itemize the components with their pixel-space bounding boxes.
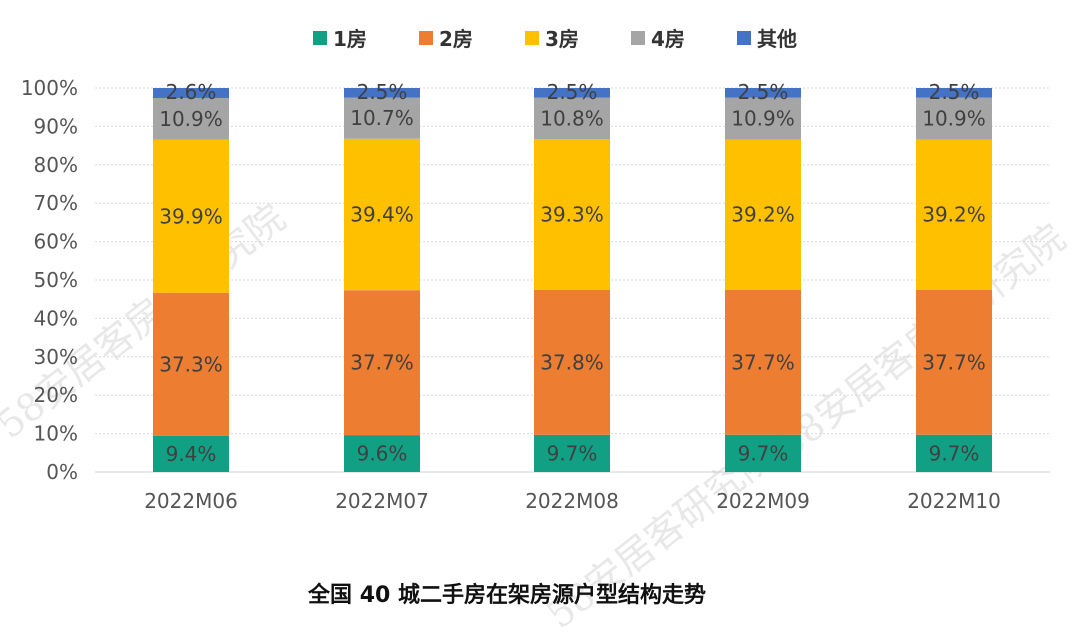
y-axis: 0% 10% 20% 30% 40% 50% 60% 70% 80% 90% 100% — [21, 76, 78, 484]
legend-swatch — [525, 31, 539, 45]
data-label: 39.9% — [159, 204, 223, 228]
data-label: 9.6% — [357, 442, 408, 466]
data-label: 37.7% — [731, 350, 795, 374]
bar-segment — [916, 97, 992, 140]
data-label: 37.7% — [922, 350, 986, 374]
bar-segment — [725, 434, 801, 472]
x-tick-label: 2022M08 — [525, 489, 619, 513]
legend-label: 其他 — [757, 27, 797, 51]
data-label: 2.5% — [357, 80, 408, 104]
legend: 1房 2房 3房 4房 其他 — [313, 27, 797, 51]
data-label: 10.7% — [350, 106, 414, 130]
x-tick-label: 2022M09 — [716, 489, 810, 513]
bar-segment — [344, 290, 420, 436]
data-label: 39.2% — [731, 203, 795, 227]
y-tick-label: 40% — [34, 306, 78, 330]
data-label: 37.7% — [350, 351, 414, 375]
bar-segment — [725, 289, 801, 435]
data-label: 2.5% — [929, 80, 980, 104]
x-tick-label: 2022M10 — [907, 489, 1001, 513]
y-tick-label: 80% — [34, 153, 78, 177]
data-label: 9.4% — [166, 442, 217, 466]
legend-swatch — [631, 31, 645, 45]
chart-title: 全国 40 城二手房在架房源户型结构走势 — [307, 582, 706, 608]
y-tick-label: 70% — [34, 191, 78, 215]
bar-segment — [153, 97, 229, 140]
bar-segment — [725, 139, 801, 290]
bar-segment — [916, 434, 992, 472]
data-label: 37.8% — [540, 350, 604, 374]
bar-segment — [344, 97, 420, 139]
legend-swatch — [419, 31, 433, 45]
y-tick-label: 20% — [34, 383, 78, 407]
data-label: 9.7% — [547, 441, 598, 465]
data-label: 10.9% — [159, 107, 223, 131]
bar-segment — [534, 434, 610, 472]
x-tick-label: 2022M06 — [144, 489, 238, 513]
y-tick-label: 10% — [34, 422, 78, 446]
x-tick-label: 2022M07 — [335, 489, 429, 513]
bar-segment — [534, 97, 610, 140]
bar-segment — [153, 435, 229, 472]
data-label: 10.9% — [922, 107, 986, 131]
data-label: 39.3% — [540, 202, 604, 226]
bars: 9.4% 37.3% 39.9% 10.9% 2.6% 9.6% 37.7% 39.4% 10.… — [153, 80, 992, 472]
data-label: 37.3% — [159, 352, 223, 376]
y-tick-label: 60% — [34, 230, 78, 254]
bar-segment — [153, 292, 229, 436]
legend-label: 3房 — [545, 27, 579, 51]
bar-segment — [534, 289, 610, 435]
bar-segment — [344, 435, 420, 472]
legend-swatch — [737, 31, 751, 45]
bar-segment — [344, 88, 420, 98]
bar-segment — [916, 289, 992, 435]
y-tick-label: 100% — [21, 76, 78, 100]
bar-segment — [916, 139, 992, 290]
bar-segment — [725, 97, 801, 140]
data-label: 2.6% — [166, 80, 217, 104]
legend-swatch — [313, 31, 327, 45]
y-tick-label: 0% — [46, 460, 78, 484]
legend-label: 2房 — [439, 27, 473, 51]
y-tick-label: 90% — [34, 114, 78, 138]
data-label: 10.8% — [540, 106, 604, 130]
x-axis: 2022M06 2022M07 2022M08 2022M09 2022M10 — [144, 489, 1001, 513]
data-label: 39.4% — [350, 202, 414, 226]
y-tick-label: 30% — [34, 345, 78, 369]
y-tick-label: 50% — [34, 268, 78, 292]
legend-label: 1房 — [333, 27, 367, 51]
bar-segment — [344, 138, 420, 291]
legend-label: 4房 — [651, 27, 685, 51]
data-label: 39.2% — [922, 203, 986, 227]
data-label: 10.9% — [731, 107, 795, 131]
bar-segment — [534, 139, 610, 290]
data-label: 9.7% — [929, 441, 980, 465]
bar-segment — [153, 139, 229, 293]
data-label: 2.5% — [547, 80, 598, 104]
data-label: 9.7% — [738, 441, 789, 465]
bar-segment — [725, 88, 801, 98]
bar-segment — [916, 88, 992, 98]
bar-segment — [534, 88, 610, 98]
bar-segment — [153, 88, 229, 98]
data-label: 2.5% — [738, 80, 789, 104]
